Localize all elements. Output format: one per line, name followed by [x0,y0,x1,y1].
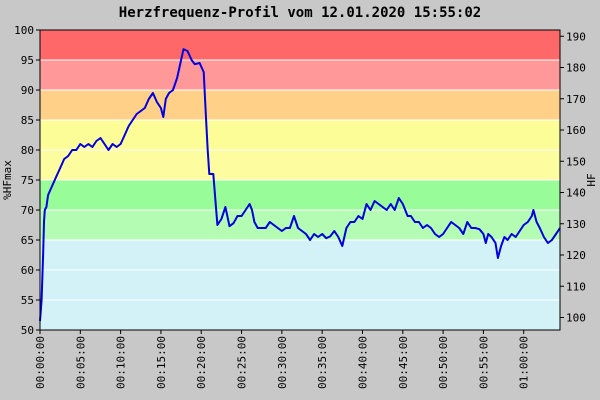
zone-band-2 [40,180,560,210]
x-tick-label-12: 01:00:00 [518,336,531,389]
x-tick-label-8: 00:40:00 [356,336,369,389]
right-y-axis: 100 110 120 130 140 150 160 170 180 190 [560,30,586,325]
x-tick-label-7: 00:35:00 [316,336,329,389]
x-tick-label-9: 00:45:00 [397,336,410,389]
right-tick-label-3: 130 [566,218,586,231]
x-tick-label-11: 00:55:00 [477,336,490,389]
x-tick-label-2: 00:10:00 [115,336,128,389]
zone-band-0 [40,240,560,330]
left-tick-label-10: 100 [14,24,34,37]
right-tick-label-2: 120 [566,249,586,262]
zone-band-3 [40,150,560,180]
right-tick-label-0: 100 [566,312,586,325]
x-tick-label-1: 00:05:00 [74,336,87,389]
right-y-axis-label: HF [585,173,598,186]
zone-band-6 [40,60,560,90]
left-tick-label-3: 65 [21,234,34,247]
left-tick-label-2: 60 [21,264,34,277]
left-tick-label-4: 70 [21,204,34,217]
right-tick-label-5: 150 [566,155,586,168]
heart-rate-zones [40,30,560,330]
right-tick-label-1: 110 [566,280,586,293]
zone-band-5 [40,90,560,120]
left-tick-label-5: 75 [21,174,34,187]
left-tick-label-0: 50 [21,324,34,337]
left-tick-label-6: 80 [21,144,34,157]
x-tick-label-10: 00:50:00 [437,336,450,389]
x-axis: 00:00:00 00:05:00 00:10:00 00:15:00 00:20:00… [34,330,531,389]
left-tick-label-1: 55 [21,294,34,307]
x-tick-label-4: 00:20:00 [195,336,208,389]
right-tick-label-7: 170 [566,93,586,106]
x-tick-label-3: 00:15:00 [155,336,168,389]
right-tick-label-4: 140 [566,187,586,200]
zone-band-7 [40,30,560,60]
x-tick-label-6: 00:30:00 [276,336,289,389]
left-y-axis-label: %HFmax [1,160,14,200]
zone-band-1 [40,210,560,240]
x-tick-label-5: 00:25:00 [236,336,249,389]
chart-title: Herzfrequenz-Profil vom 12.01.2020 15:55… [119,5,481,21]
right-tick-label-6: 160 [566,124,586,137]
x-tick-label-0: 00:00:00 [34,336,47,389]
left-tick-label-9: 95 [21,54,34,67]
zone-band-4 [40,120,560,150]
left-tick-label-8: 90 [21,84,34,97]
right-tick-label-9: 190 [566,30,586,43]
left-tick-label-7: 85 [21,114,34,127]
right-tick-label-8: 180 [566,62,586,75]
left-y-axis: 50 55 60 65 70 75 80 85 90 95 100 [14,24,40,337]
heart-rate-series-line [39,48,561,322]
